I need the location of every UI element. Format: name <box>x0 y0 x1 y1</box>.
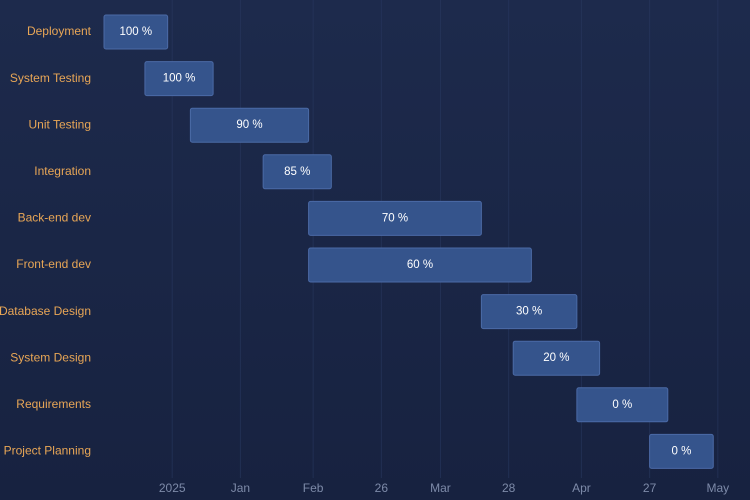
task-bar[interactable] <box>262 154 332 190</box>
task-bar[interactable] <box>144 61 214 97</box>
task-bar[interactable] <box>189 107 310 143</box>
grid-lines <box>171 0 719 478</box>
task-bar[interactable] <box>308 247 532 283</box>
task-bar[interactable] <box>103 14 169 50</box>
task-labels: Deployment System Testing Unit Testing Inte… <box>0 24 92 457</box>
task-progress-label: 20 % <box>543 352 569 364</box>
task-progress-label: 100 % <box>163 73 196 85</box>
task-name-label: Back-end dev <box>18 211 91 225</box>
x-tick-label: Mar <box>430 481 451 495</box>
task-progress-label: 90 % <box>236 119 262 131</box>
task-progress-label: 30 % <box>516 306 542 318</box>
task-progress-label: 100 % <box>120 26 153 38</box>
task-bars: 100 % 100 % 90 % 85 % 70 % 60 % 30 % 20 % 0 % 0 % <box>103 14 714 469</box>
task-name-label: System Testing <box>10 71 91 85</box>
task-name-label: System Design <box>10 350 91 364</box>
task-progress-label: 70 % <box>382 212 408 224</box>
task-progress-label: 0 % <box>672 445 692 457</box>
task-name-label: Project Planning <box>4 444 91 458</box>
task-bar[interactable] <box>480 294 578 330</box>
task-bar[interactable] <box>576 387 669 423</box>
x-tick-label: May <box>706 481 729 495</box>
task-bar[interactable] <box>308 200 482 236</box>
task-progress-label: 85 % <box>284 166 310 178</box>
x-tick-label: 28 <box>502 481 516 495</box>
x-axis-ticks: 2025 Jan Feb 26 Mar 28 Apr 27 May <box>159 481 729 495</box>
task-name-label: Deployment <box>27 24 92 38</box>
task-name-label: Requirements <box>16 397 91 411</box>
task-progress-label: 0 % <box>612 399 632 411</box>
task-name-label: Database Design <box>0 304 91 318</box>
x-tick-label: 2025 <box>159 481 186 495</box>
x-tick-label: Apr <box>572 481 591 495</box>
task-bar[interactable] <box>512 340 601 376</box>
x-tick-label: Jan <box>231 481 250 495</box>
x-tick-label: 27 <box>643 481 657 495</box>
task-bar[interactable] <box>649 433 714 469</box>
task-name-label: Unit Testing <box>29 117 91 131</box>
task-name-label: Integration <box>34 164 91 178</box>
task-progress-label: 60 % <box>407 259 433 271</box>
x-tick-label: Feb <box>303 481 324 495</box>
x-tick-label: 26 <box>375 481 389 495</box>
task-name-label: Front-end dev <box>16 257 91 271</box>
